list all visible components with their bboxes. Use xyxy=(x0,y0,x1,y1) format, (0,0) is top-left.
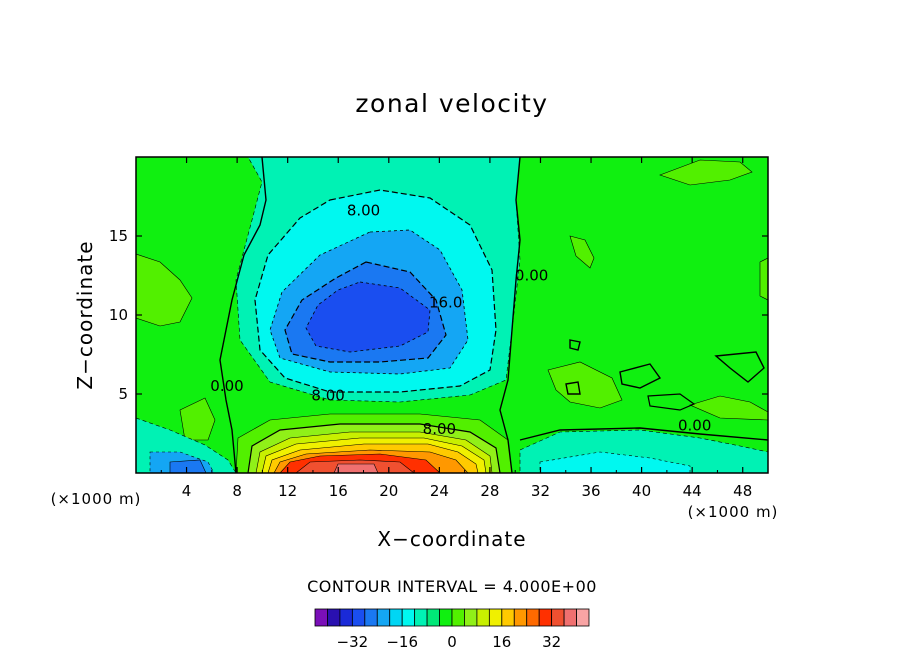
colorbar-tick-label: −32 xyxy=(337,633,369,651)
colorbar-swatch xyxy=(426,608,440,627)
small-contour-1 xyxy=(619,363,662,389)
contour-label: 16.0 xyxy=(429,293,462,311)
region-neg-lower-right2 xyxy=(539,451,691,473)
colorbar-swatch xyxy=(526,608,540,627)
contour-label: 8.00 xyxy=(311,387,344,405)
region-weak-positive-left xyxy=(136,253,193,327)
x-tick-label: 24 xyxy=(430,482,449,500)
colorbar-tick-label: −16 xyxy=(386,633,418,651)
y-tick-label: 5 xyxy=(118,385,128,403)
colorbar-swatch xyxy=(327,608,341,627)
region-weak-positive-topright xyxy=(659,159,753,186)
region-weak-positive-right2 xyxy=(689,395,768,421)
colorbar-swatch xyxy=(439,608,453,627)
region-pos-36 xyxy=(333,463,379,473)
colorbar-swatch xyxy=(351,608,366,627)
x-tick-label: 4 xyxy=(182,482,192,500)
x-tick-label: 40 xyxy=(632,482,651,500)
colorbar-swatch xyxy=(364,608,378,627)
region-weak-positive-right xyxy=(547,361,623,409)
x-tick-label: 16 xyxy=(329,482,348,500)
colorbar-tick-label: 32 xyxy=(542,633,561,651)
colorbar-swatch xyxy=(314,608,328,627)
colorbar-swatch xyxy=(538,608,553,627)
y-tick-label: 10 xyxy=(109,306,128,324)
colorbar-swatch xyxy=(551,608,565,627)
region-weak-positive-rightedge xyxy=(759,257,768,301)
x-tick-label: 12 xyxy=(278,482,297,500)
x-tick-label: 36 xyxy=(581,482,600,500)
colorbar-swatch xyxy=(476,608,490,627)
colorbar-swatch xyxy=(401,608,416,627)
colorbar-swatch xyxy=(576,608,590,627)
colorbar-swatch xyxy=(488,608,503,627)
contour-interval-label: CONTOUR INTERVAL = 4.000E+00 xyxy=(307,577,597,596)
colorbar-swatch xyxy=(389,608,403,627)
x-tick-label: 44 xyxy=(683,482,702,500)
x-tick-label: 32 xyxy=(531,482,550,500)
colorbar-swatch xyxy=(414,608,428,627)
x-unit-right: (×1000 m) xyxy=(688,503,779,521)
x-axis-ticks: 4 8 12 16 20 24 28 32 36 40 44 48 xyxy=(160,157,752,500)
colorbar-swatch xyxy=(376,608,391,627)
zero-contour-left xyxy=(219,157,267,473)
contour-label: 0.00 xyxy=(210,377,243,395)
colorbar-swatch xyxy=(339,608,353,627)
region-neg-20 xyxy=(305,281,431,353)
x-unit-left: (×1000 m) xyxy=(51,490,142,508)
colorbar-tick-label: 0 xyxy=(447,633,457,651)
y-axis-label: Z−coordinate xyxy=(73,240,97,389)
colorbar-swatch xyxy=(464,608,478,627)
x-tick-label: 20 xyxy=(379,482,398,500)
colorbar-swatch xyxy=(563,608,577,627)
x-tick-label: 8 xyxy=(232,482,242,500)
small-contour-4 xyxy=(569,339,581,351)
region-weak-positive-lowleft xyxy=(179,397,216,441)
contour-labels: 8.00 16.0 8.00 0.00 0.00 8.00 0.00 xyxy=(210,202,711,438)
y-tick-label: 15 xyxy=(109,227,128,245)
x-tick-label: 28 xyxy=(480,482,499,500)
contour-label: 0.00 xyxy=(678,417,711,435)
contour-label: 8.00 xyxy=(423,420,456,438)
zero-contour-right-surface xyxy=(519,427,768,441)
small-contour-2 xyxy=(714,351,765,383)
colorbar-swatch xyxy=(513,608,528,627)
x-tick-label: 48 xyxy=(733,482,752,500)
small-contour-3 xyxy=(565,381,581,395)
colorbar xyxy=(314,608,590,627)
plot-area xyxy=(136,157,768,473)
colorbar-labels: −32 −16 0 16 32 xyxy=(337,633,562,651)
x-axis-label: X−coordinate xyxy=(377,527,526,551)
contour-label: 0.00 xyxy=(515,267,548,285)
colorbar-swatch xyxy=(501,608,515,627)
small-contour-5 xyxy=(647,393,696,411)
y-axis-ticks: 5 10 15 xyxy=(109,227,768,403)
chart-title: zonal velocity xyxy=(355,89,548,118)
region-neg-lower-left3 xyxy=(169,459,207,473)
contour-label: 8.00 xyxy=(347,202,380,220)
colorbar-tick-label: 16 xyxy=(492,633,511,651)
region-weak-positive-small xyxy=(569,235,595,269)
zero-contour-right xyxy=(499,157,521,473)
colorbar-swatch xyxy=(451,608,465,627)
